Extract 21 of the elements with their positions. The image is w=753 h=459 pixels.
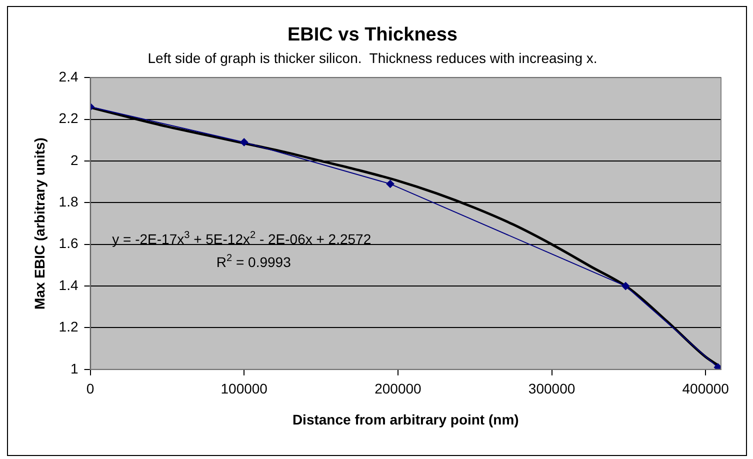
y-tick-label: 1.6 [58,235,78,252]
point [714,363,721,370]
y-tick-label: 1 [70,360,78,376]
y-tick-label: 2.4 [58,68,78,84]
x-tick-label: 0 [86,380,94,397]
point [622,282,630,290]
x-tick-label: 200000 [374,380,422,397]
x-tick-label: 300000 [528,380,576,397]
y-tick-label: 2 [70,152,78,168]
y-tick-label: 1.8 [58,194,78,210]
y-axis-title: Max EBIC (arbitrary units) [31,138,48,310]
x-tick-label: 100000 [220,380,268,397]
x-tick-label: 400000 [682,380,730,397]
chart-subtitle: Left side of graph is thicker silicon. Thickness reduces with increasing x. [148,50,598,66]
y-tick-label: 2.2 [58,110,78,126]
point [240,138,248,146]
y-tick-label: 1.4 [58,276,78,293]
chart-title: EBIC vs Thickness [287,24,458,46]
y-tick-label: 1.2 [58,318,78,335]
x-axis-title: Distance from arbitrary point (nm) [292,411,519,428]
point [386,180,394,188]
